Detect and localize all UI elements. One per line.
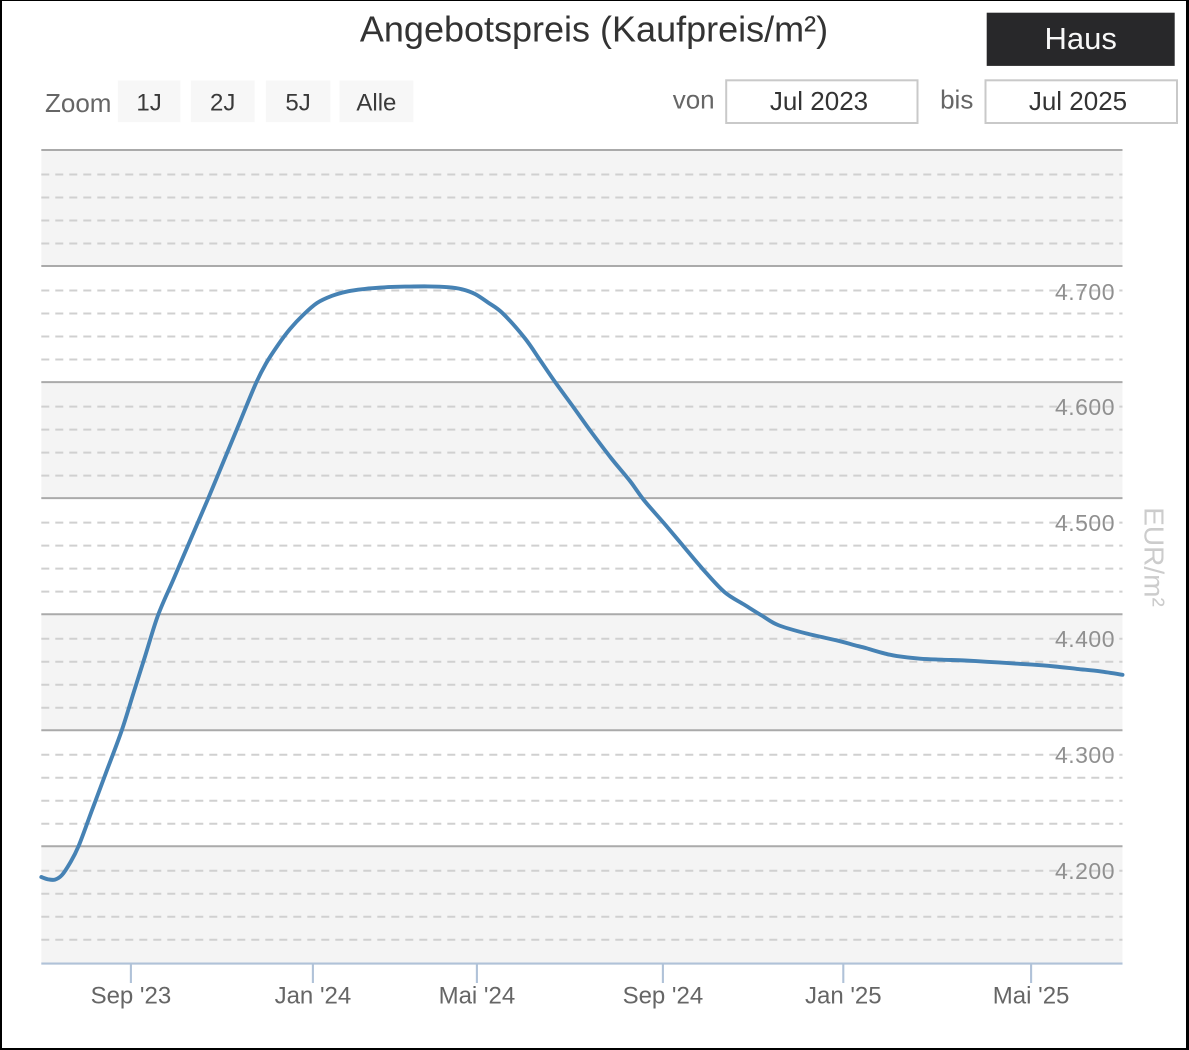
svg-text:Mai '24: Mai '24: [439, 982, 516, 1009]
svg-text:Jan '24: Jan '24: [275, 982, 352, 1009]
svg-text:Zoom: Zoom: [45, 88, 111, 118]
svg-text:EUR/m²: EUR/m²: [1139, 507, 1170, 607]
svg-text:von: von: [673, 85, 715, 115]
svg-text:Jan '25: Jan '25: [805, 982, 882, 1009]
svg-text:2J: 2J: [210, 90, 235, 117]
svg-text:1J: 1J: [136, 90, 161, 117]
svg-text:Sep '24: Sep '24: [623, 982, 704, 1009]
svg-text:Angebotspreis (Kaufpreis/m²): Angebotspreis (Kaufpreis/m²): [360, 9, 828, 50]
svg-text:Jul 2025: Jul 2025: [1029, 86, 1127, 116]
svg-text:Sep '23: Sep '23: [91, 982, 172, 1009]
svg-text:bis: bis: [940, 85, 973, 115]
svg-text:4.600: 4.600: [1055, 394, 1115, 420]
svg-text:4.300: 4.300: [1055, 742, 1115, 768]
svg-text:4.200: 4.200: [1055, 858, 1115, 884]
svg-text:Jul 2023: Jul 2023: [770, 86, 868, 116]
svg-text:4.500: 4.500: [1055, 510, 1115, 536]
svg-text:5J: 5J: [285, 90, 310, 117]
svg-text:Alle: Alle: [356, 90, 396, 117]
svg-text:4.400: 4.400: [1055, 626, 1115, 652]
svg-text:4.700: 4.700: [1055, 279, 1115, 305]
svg-text:Haus: Haus: [1045, 21, 1117, 56]
svg-text:Mai '25: Mai '25: [993, 982, 1070, 1009]
